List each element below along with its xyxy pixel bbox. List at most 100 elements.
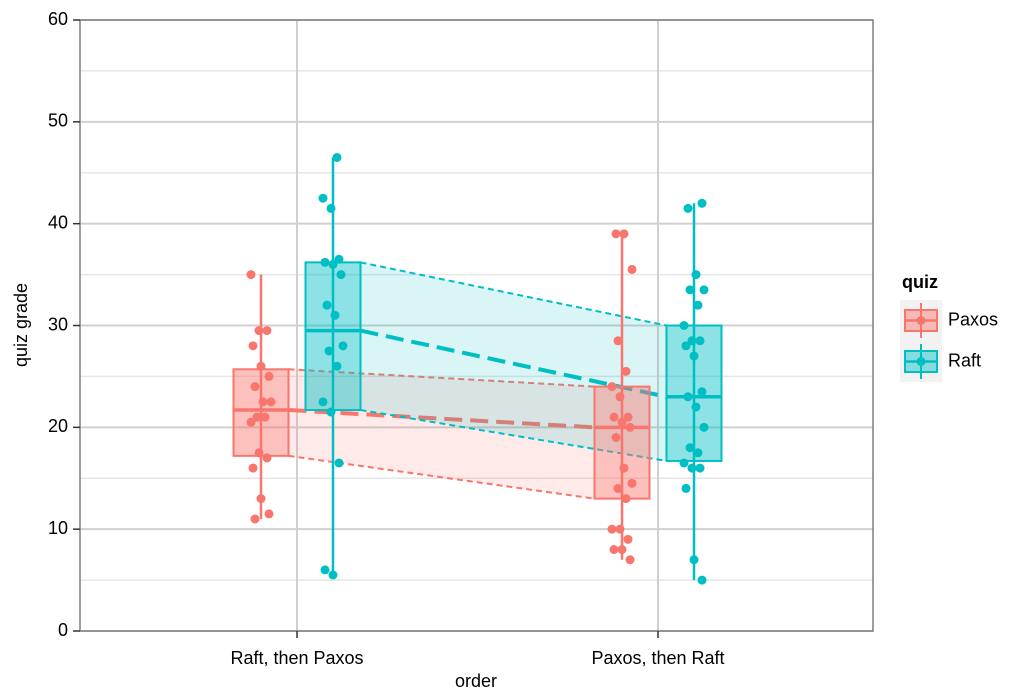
box <box>665 324 723 462</box>
data-point <box>609 412 619 422</box>
data-point <box>615 524 625 534</box>
data-point <box>613 483 623 493</box>
data-point <box>609 545 619 555</box>
data-point <box>683 392 693 402</box>
legend-label: Paxos <box>948 309 998 329</box>
data-point <box>615 392 625 402</box>
ribbon <box>288 369 595 499</box>
data-point <box>324 346 334 356</box>
data-point <box>619 463 629 473</box>
data-point <box>246 417 256 427</box>
data-point <box>252 412 262 422</box>
data-point <box>326 407 336 417</box>
ribbon-edge <box>360 409 667 462</box>
data-point <box>683 203 693 213</box>
y-tick-label: 50 <box>48 111 68 131</box>
data-point <box>330 310 340 320</box>
data-point <box>320 257 330 267</box>
legend-key-point <box>916 357 926 366</box>
data-point <box>607 382 617 392</box>
data-point <box>693 448 703 458</box>
ribbon-edge <box>360 261 667 327</box>
data-point <box>611 229 621 239</box>
data-point <box>613 336 623 346</box>
data-point <box>697 387 707 397</box>
x-axis-label: order <box>455 671 497 691</box>
data-point <box>611 433 621 443</box>
data-point <box>258 397 268 407</box>
data-point <box>627 264 637 274</box>
data-point <box>623 412 633 422</box>
box <box>304 261 362 412</box>
data-point <box>679 458 689 468</box>
data-point <box>266 397 276 407</box>
data-point <box>699 285 709 295</box>
data-point <box>695 463 705 473</box>
x-tick-label: Paxos, then Raft <box>591 648 724 668</box>
data-point <box>621 494 631 504</box>
x-tick-label: Raft, then Paxos <box>230 648 363 668</box>
data-point <box>254 326 264 336</box>
data-point <box>607 524 617 534</box>
data-point <box>617 545 627 555</box>
data-point <box>691 270 701 280</box>
y-tick-label: 10 <box>48 518 68 538</box>
data-point <box>681 483 691 493</box>
y-tick-label: 20 <box>48 416 68 436</box>
legend-label: Raft <box>948 350 981 370</box>
data-point <box>619 229 629 239</box>
data-point <box>697 575 707 585</box>
data-point <box>262 326 272 336</box>
data-point <box>685 285 695 295</box>
data-point <box>621 366 631 376</box>
data-point <box>250 514 260 524</box>
data-point <box>687 463 697 473</box>
data-point <box>693 300 703 310</box>
data-point <box>328 570 338 580</box>
ribbon-edge <box>288 368 595 388</box>
data-point <box>691 402 701 412</box>
data-point <box>687 336 697 346</box>
y-tick-label: 60 <box>48 9 68 29</box>
box <box>232 368 290 457</box>
data-point <box>334 458 344 468</box>
data-point <box>328 259 338 269</box>
data-point <box>625 422 635 432</box>
data-point <box>246 270 256 280</box>
data-point <box>689 555 699 565</box>
data-point <box>699 422 709 432</box>
data-point <box>248 341 258 351</box>
data-point <box>338 341 348 351</box>
data-point <box>250 382 260 392</box>
legend-title: quiz <box>902 272 938 292</box>
data-point <box>625 555 635 565</box>
data-point <box>332 152 342 162</box>
y-tick-label: 40 <box>48 212 68 232</box>
y-axis-label: quiz grade <box>11 283 31 367</box>
data-point <box>689 351 699 361</box>
data-point <box>695 336 705 346</box>
y-tick-label: 30 <box>48 314 68 334</box>
data-point <box>623 534 633 544</box>
data-point <box>320 565 330 575</box>
data-point <box>264 371 274 381</box>
data-point <box>256 494 266 504</box>
data-point <box>681 341 691 351</box>
data-point <box>326 203 336 213</box>
data-point <box>254 448 264 458</box>
data-point <box>248 463 258 473</box>
data-point <box>685 443 695 453</box>
data-point <box>260 412 270 422</box>
data-point <box>332 361 342 371</box>
legend-key-point <box>916 316 926 325</box>
data-point <box>679 321 689 330</box>
data-point <box>256 361 266 371</box>
data-point <box>617 417 627 427</box>
data-point <box>336 270 346 280</box>
box <box>593 385 651 500</box>
data-point <box>627 478 637 488</box>
y-tick-label: 0 <box>58 620 68 640</box>
data-point <box>318 397 328 407</box>
data-point <box>262 453 272 463</box>
